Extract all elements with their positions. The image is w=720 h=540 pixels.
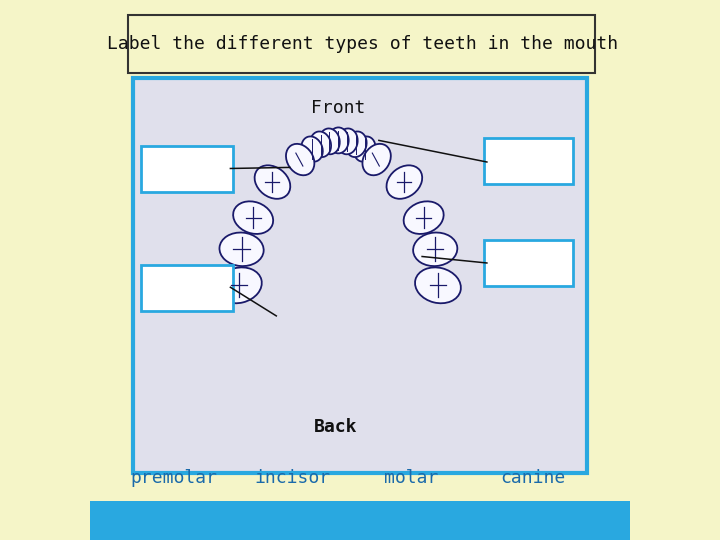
- Ellipse shape: [310, 131, 331, 157]
- FancyBboxPatch shape: [484, 240, 573, 286]
- Ellipse shape: [413, 233, 457, 266]
- Text: canine: canine: [500, 469, 565, 487]
- Ellipse shape: [302, 137, 323, 161]
- Text: incisor: incisor: [254, 469, 330, 487]
- Ellipse shape: [415, 267, 461, 303]
- Ellipse shape: [220, 233, 264, 266]
- Ellipse shape: [354, 137, 375, 161]
- Ellipse shape: [255, 165, 290, 199]
- Ellipse shape: [337, 129, 358, 154]
- Ellipse shape: [319, 129, 340, 154]
- Text: Front: Front: [311, 99, 366, 117]
- Ellipse shape: [286, 144, 315, 176]
- Text: Label the different types of teeth in the mouth: Label the different types of teeth in th…: [107, 35, 618, 53]
- FancyBboxPatch shape: [141, 146, 233, 192]
- Ellipse shape: [346, 131, 366, 157]
- Text: premolar: premolar: [130, 469, 217, 487]
- Ellipse shape: [216, 267, 262, 303]
- Text: Back: Back: [314, 417, 357, 436]
- Ellipse shape: [328, 127, 348, 153]
- FancyBboxPatch shape: [133, 78, 587, 472]
- FancyBboxPatch shape: [484, 138, 573, 184]
- FancyBboxPatch shape: [128, 15, 595, 73]
- Bar: [90, 501, 630, 540]
- Ellipse shape: [233, 201, 273, 234]
- Ellipse shape: [387, 165, 422, 199]
- FancyBboxPatch shape: [141, 265, 233, 310]
- Text: molar: molar: [384, 469, 438, 487]
- Ellipse shape: [362, 144, 391, 176]
- Ellipse shape: [404, 201, 444, 234]
